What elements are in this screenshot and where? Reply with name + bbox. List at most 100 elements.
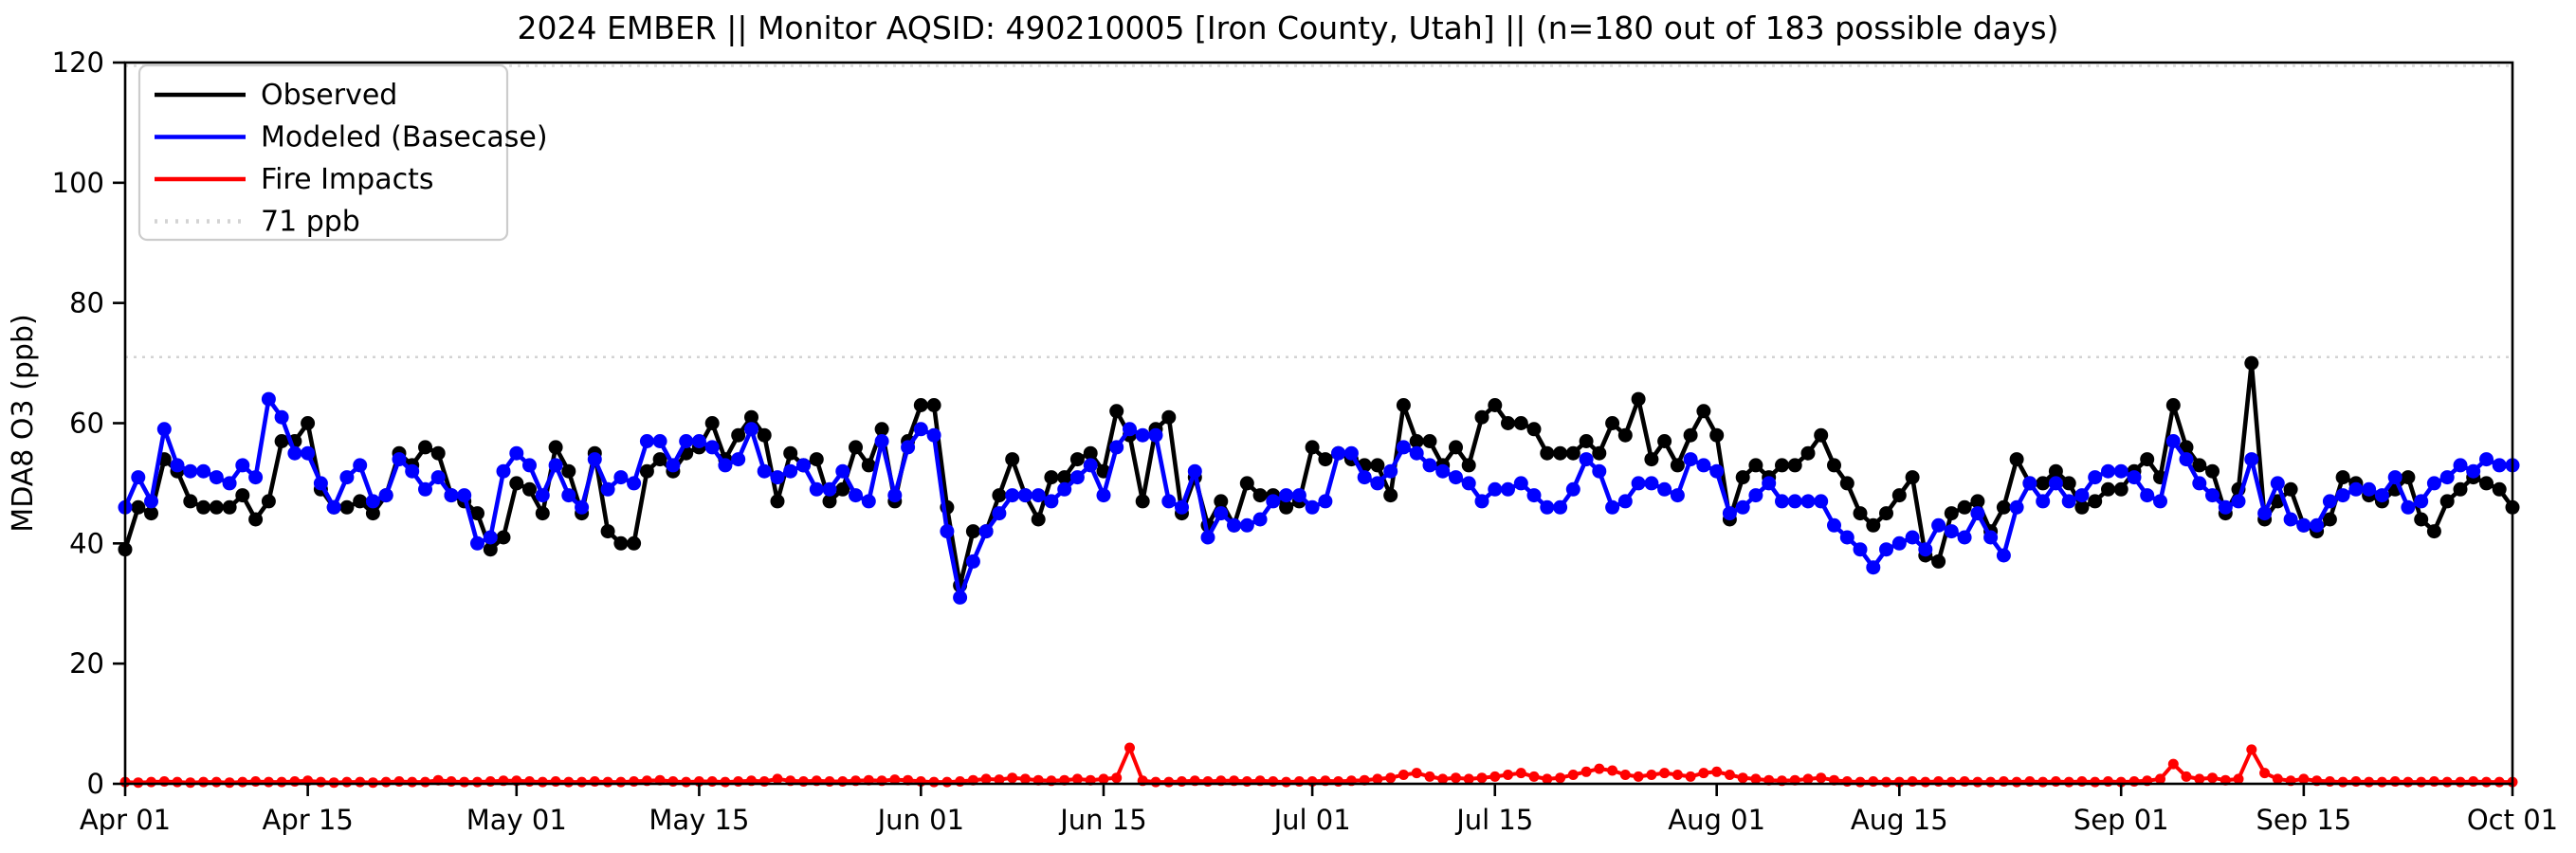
observed-marker bbox=[1891, 488, 1907, 503]
x-tick-label: Sep 15 bbox=[2256, 804, 2351, 836]
modeled-basecase--marker bbox=[1096, 488, 1111, 503]
fire-impacts-marker bbox=[681, 776, 692, 788]
modeled-basecase--marker bbox=[1617, 494, 1633, 509]
modeled-basecase--marker bbox=[235, 458, 250, 473]
observed-marker bbox=[1031, 512, 1046, 527]
chart-title: 2024 EMBER || Monitor AQSID: 490210005 [… bbox=[517, 9, 2059, 46]
observed-marker bbox=[731, 427, 746, 443]
modeled-basecase--marker bbox=[1175, 499, 1189, 515]
modeled-basecase--marker bbox=[1827, 517, 1841, 533]
y-tick-label: 120 bbox=[52, 46, 104, 79]
legend-label: 71 ppb bbox=[261, 206, 360, 239]
modeled-basecase--marker bbox=[2074, 488, 2090, 503]
fire-impacts-marker bbox=[1959, 776, 1970, 787]
modeled-basecase--marker bbox=[2113, 463, 2128, 479]
fire-impacts-marker bbox=[1555, 772, 1566, 784]
modeled-basecase--marker bbox=[704, 440, 720, 455]
fire-impacts-marker bbox=[393, 776, 405, 787]
modeled-basecase--marker bbox=[1291, 488, 1306, 503]
fire-impacts-marker bbox=[2350, 776, 2362, 787]
modeled-basecase--marker bbox=[326, 499, 341, 515]
observed-marker bbox=[1526, 422, 1542, 437]
observed-marker bbox=[835, 481, 850, 497]
modeled-basecase--marker bbox=[1200, 530, 1215, 545]
fire-impacts-marker bbox=[1698, 768, 1709, 779]
modeled-basecase--marker bbox=[470, 535, 484, 551]
modeled-basecase--marker bbox=[2153, 494, 2167, 509]
observed-marker bbox=[1396, 398, 1411, 412]
observed-marker bbox=[1422, 434, 1437, 448]
fire-impacts-marker bbox=[1489, 771, 1501, 782]
fire-impacts-marker bbox=[837, 776, 849, 787]
modeled-basecase--marker bbox=[144, 494, 158, 509]
modeled-basecase--marker bbox=[2283, 512, 2298, 527]
modeled-basecase--marker bbox=[1722, 506, 1737, 521]
fire-impacts-marker bbox=[1202, 776, 1214, 787]
fire-impacts-marker bbox=[1580, 766, 1592, 777]
x-tick-label: Jun 01 bbox=[876, 804, 964, 836]
modeled-basecase--marker bbox=[861, 494, 876, 509]
fire-impacts-marker bbox=[550, 776, 561, 787]
modeled-basecase--marker bbox=[1996, 548, 2011, 563]
modeled-basecase--marker bbox=[2101, 463, 2115, 479]
fire-impacts-marker bbox=[2103, 776, 2113, 787]
modeled-basecase--marker bbox=[1357, 470, 1372, 485]
modeled-basecase--marker bbox=[1461, 476, 1476, 491]
observed-marker bbox=[2048, 463, 2063, 479]
observed-marker bbox=[1083, 445, 1098, 461]
fire-impacts-marker bbox=[407, 776, 418, 788]
modeled-basecase--marker bbox=[796, 458, 811, 473]
modeled-basecase--marker bbox=[1957, 530, 1972, 545]
observed-marker bbox=[1683, 427, 1698, 443]
modeled-basecase--marker bbox=[1044, 494, 1059, 509]
observed-marker bbox=[652, 452, 667, 467]
x-tick-label: Jul 01 bbox=[1272, 804, 1351, 836]
observed-marker bbox=[1461, 458, 1476, 473]
x-tick-label: Apr 01 bbox=[80, 804, 171, 836]
observed-marker bbox=[1709, 427, 1725, 443]
observed-marker bbox=[522, 481, 537, 497]
observed-marker bbox=[274, 434, 289, 448]
fire-impacts-marker bbox=[1515, 768, 1526, 779]
fire-impacts-marker bbox=[459, 776, 470, 788]
observed-marker bbox=[261, 494, 276, 509]
fire-impacts-marker bbox=[420, 776, 430, 788]
fire-impacts-marker bbox=[2011, 776, 2022, 788]
observed-marker bbox=[1617, 427, 1633, 443]
modeled-basecase--marker bbox=[1787, 494, 1802, 509]
observed-marker bbox=[770, 494, 785, 509]
modeled-basecase--marker bbox=[2479, 452, 2494, 467]
fire-impacts-marker bbox=[537, 776, 548, 788]
modeled-basecase--marker bbox=[444, 488, 459, 503]
observed-marker bbox=[209, 499, 224, 515]
observed-marker bbox=[822, 494, 837, 509]
modeled-basecase--marker bbox=[1435, 463, 1451, 479]
modeled-basecase--marker bbox=[783, 463, 798, 479]
observed-marker bbox=[1670, 458, 1685, 473]
fire-impacts-marker bbox=[576, 776, 588, 788]
observed-marker bbox=[365, 506, 380, 521]
modeled-basecase--marker bbox=[2205, 488, 2220, 503]
fire-impacts-marker bbox=[2272, 773, 2283, 785]
fire-impacts-marker bbox=[2468, 776, 2479, 787]
fire-impacts-marker bbox=[158, 776, 170, 787]
observed-marker bbox=[1214, 494, 1229, 509]
fire-impacts-marker bbox=[1659, 768, 1671, 779]
modeled-basecase--marker bbox=[2061, 494, 2076, 509]
fire-impacts-marker bbox=[720, 776, 731, 788]
modeled-basecase--marker bbox=[274, 409, 289, 425]
modeled-basecase--marker bbox=[2036, 494, 2051, 509]
modeled-basecase--marker bbox=[430, 470, 446, 485]
modeled-basecase--marker bbox=[2088, 470, 2103, 485]
observed-marker bbox=[627, 535, 642, 551]
y-tick-label: 80 bbox=[69, 287, 104, 319]
fire-impacts-marker bbox=[1111, 772, 1123, 784]
fire-impacts-marker bbox=[1463, 773, 1474, 785]
fire-impacts-marker bbox=[1385, 772, 1397, 784]
modeled-basecase--marker bbox=[509, 445, 524, 461]
modeled-basecase--marker bbox=[953, 590, 968, 605]
modeled-basecase--marker bbox=[457, 488, 472, 503]
modeled-basecase--marker bbox=[1187, 463, 1202, 479]
fire-impacts-marker bbox=[955, 776, 966, 787]
observed-marker bbox=[235, 488, 250, 503]
